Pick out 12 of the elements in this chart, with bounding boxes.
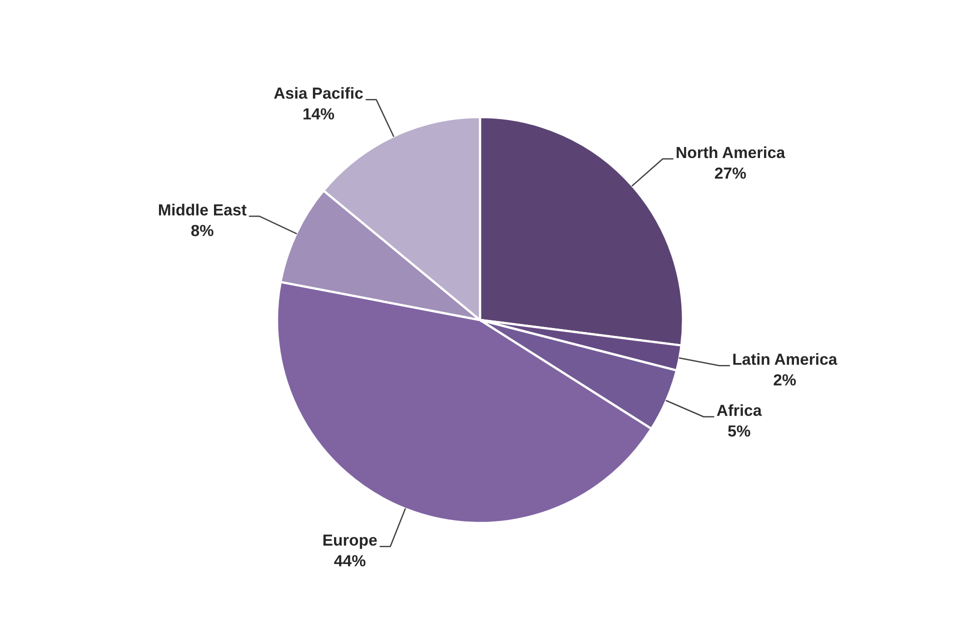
slice-label: Europe [323, 534, 377, 549]
slice-label: Africa [716, 404, 762, 416]
data-label: 27% [714, 168, 746, 179]
slice-label: North America [676, 146, 786, 158]
data-label: 5% [728, 425, 750, 437]
slice-label: Latin America [733, 353, 838, 365]
data-label: 2% [774, 374, 796, 386]
data-label: 8% [191, 224, 214, 236]
data-label: 44% [334, 555, 366, 566]
slice-label: Asia Pacific [274, 87, 363, 99]
data-label: 14% [304, 108, 334, 120]
slice-label: Middle East [158, 204, 246, 216]
